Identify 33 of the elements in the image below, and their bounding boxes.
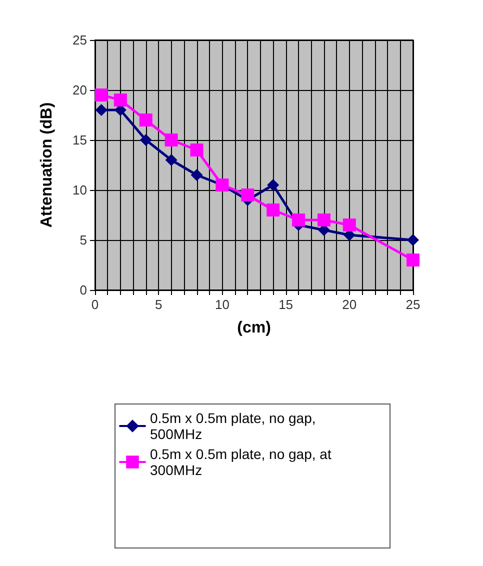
- y-tick-label: 5: [80, 232, 87, 248]
- point: [164, 134, 178, 146]
- point: [407, 234, 419, 246]
- point: [165, 154, 178, 166]
- point: [292, 214, 306, 226]
- legend-label: 0.5m x 0.5m plate, no gap, at 300MHz: [150, 446, 336, 478]
- point: [94, 88, 108, 102]
- point: [114, 94, 127, 106]
- point: [266, 204, 280, 216]
- x-tick-label: 5: [154, 297, 162, 312]
- point: [241, 188, 254, 202]
- y-tick-label: 20: [72, 82, 87, 98]
- y-tick-label: 10: [72, 182, 87, 198]
- point: [406, 254, 420, 266]
- x-tick-label: 25: [406, 297, 420, 312]
- y-tick-label: 0: [80, 282, 87, 298]
- point: [95, 104, 108, 116]
- x-tick-label: 15: [278, 297, 294, 312]
- x-tick-label: 10: [214, 297, 230, 312]
- y-tick-label: 25: [72, 32, 87, 48]
- point: [139, 114, 152, 126]
- point: [190, 144, 204, 156]
- x-tick-label: 20: [342, 297, 357, 312]
- point: [342, 218, 356, 232]
- point: [267, 179, 280, 191]
- y-axis-title: Attenuation (dB): [38, 102, 56, 228]
- legend-label: 0.5m x 0.5m plate, no gap, 500MHz: [150, 410, 320, 442]
- x-tick-label: 0: [91, 297, 99, 312]
- point: [317, 214, 330, 226]
- point: [190, 169, 203, 181]
- point: [140, 134, 152, 146]
- y-tick-label: 15: [72, 132, 87, 148]
- x-axis-title: (cm): [237, 320, 271, 336]
